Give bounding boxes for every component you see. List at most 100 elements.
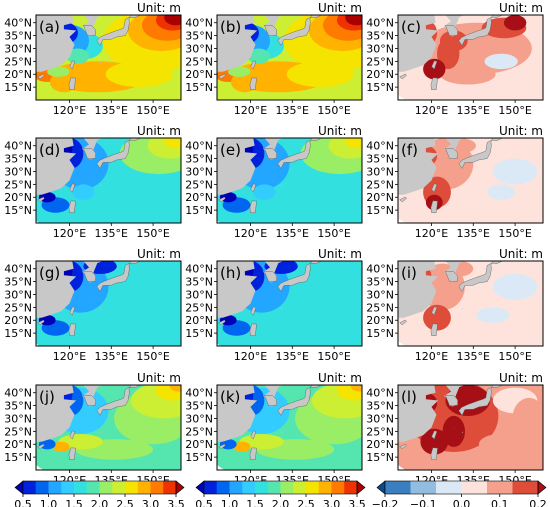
land-island — [453, 426, 455, 428]
land-korea — [264, 25, 277, 36]
x-tick-label: 150°E — [136, 104, 169, 117]
colorbar-bin — [99, 481, 113, 494]
unit-label: Unit: m — [318, 371, 362, 385]
land-island — [462, 184, 464, 187]
colorbar-extend-high — [175, 480, 185, 495]
x-tick-label: 135°E — [276, 350, 309, 363]
y-tick-label: 30°N — [185, 412, 213, 425]
y-tick-label: 20°N — [185, 314, 213, 327]
colorbar-bin — [137, 481, 151, 494]
contour-region — [420, 428, 449, 455]
land-taiwan — [69, 60, 76, 70]
land-korea — [83, 271, 96, 282]
x-tick-label: 120°E — [234, 350, 267, 363]
y-tick-label: 35°N — [185, 276, 213, 289]
unit-label: Unit: m — [318, 1, 362, 15]
land-hainan — [37, 73, 45, 80]
colorbar-tick-label: 2.5 — [116, 498, 134, 507]
field-layer — [36, 138, 181, 223]
y-tick-label: 15°N — [366, 81, 394, 94]
panel-label: (h) — [220, 264, 241, 282]
land-hainan — [37, 319, 45, 326]
y-tick-label: 40°N — [4, 17, 32, 30]
y-tick-label: 30°N — [366, 412, 394, 425]
panel-frame — [216, 137, 363, 224]
land-china — [398, 15, 439, 72]
y-tick-label: 30°N — [4, 165, 32, 178]
y-tick-label: 40°N — [366, 140, 394, 153]
panel-frame — [35, 384, 182, 471]
land-taiwan — [69, 430, 76, 440]
y-tick-label: 20°N — [4, 438, 32, 451]
colorbar-extend-high — [537, 480, 547, 495]
contour-region — [492, 273, 538, 300]
y-tick-label: 15°N — [4, 451, 32, 464]
x-tick-label: 150°E — [317, 227, 350, 240]
land-korea — [264, 395, 277, 406]
unit-label: Unit: m — [137, 371, 181, 385]
land-hainan — [218, 196, 226, 203]
y-tick-label: 40°N — [4, 140, 32, 153]
unit-label: Unit: m — [499, 247, 543, 261]
panel-label: (j) — [39, 388, 55, 406]
map-panel-g: (g) Unit: m 15°N20°N25°N30°N35°N40°N 120°E 1… — [4, 247, 182, 363]
colorbar-tick-label: 0.5 — [14, 498, 32, 507]
colorbar-tick-label: 3.5 — [167, 498, 185, 507]
y-tick-label: 20°N — [185, 68, 213, 81]
y-tick-label: 25°N — [4, 55, 32, 68]
colorbar-bin — [280, 481, 294, 494]
field-layer — [36, 385, 181, 470]
contour-region — [423, 304, 451, 331]
land-island — [100, 184, 102, 187]
land-china — [217, 385, 258, 442]
colorbar-1: 0.5 1.0 1.5 2.0 2.5 3.0 3.5 — [14, 480, 185, 507]
land-island — [100, 61, 102, 64]
colorbar-3: −0.2 −0.1 0.0 0.1 0.2 — [372, 480, 547, 507]
land-taiwan — [431, 430, 438, 440]
land-japan — [458, 15, 503, 46]
land-korea — [445, 271, 458, 282]
land-japan — [96, 385, 141, 416]
x-tick-label: 135°E — [457, 350, 490, 363]
map-panel-c: (c) Unit: m 15°N20°N25°N30°N35°N40°N 120°E 1… — [366, 1, 544, 117]
land-luzon — [430, 323, 438, 336]
land-island — [281, 184, 283, 187]
y-tick-label: 30°N — [185, 42, 213, 55]
y-tick-label: 35°N — [366, 30, 394, 43]
y-tick-label: 15°N — [185, 327, 213, 340]
y-tick-label: 25°N — [4, 301, 32, 314]
land-island — [272, 179, 274, 181]
contour-region — [350, 385, 362, 392]
land-hainan — [218, 73, 226, 80]
y-tick-label: 35°N — [185, 30, 213, 43]
land-luzon — [68, 447, 76, 460]
field-layer — [398, 15, 543, 100]
y-tick-label: 35°N — [366, 276, 394, 289]
colorbar-tick-label: 1.0 — [40, 498, 58, 507]
contour-region — [66, 48, 89, 64]
x-tick-label: 120°E — [53, 350, 86, 363]
panel-label: (f) — [401, 141, 418, 159]
colorbar-bin — [436, 481, 462, 494]
y-tick-label: 20°N — [185, 191, 213, 204]
colorbar-bin — [86, 481, 100, 494]
x-tick-label: 120°E — [53, 104, 86, 117]
y-tick-label: 25°N — [185, 425, 213, 438]
land-luzon — [249, 323, 257, 336]
field-layer — [398, 261, 543, 346]
land-japan — [96, 138, 141, 169]
colorbar-tick-label: 0.2 — [529, 498, 547, 507]
unit-label: Unit: m — [318, 247, 362, 261]
land-island — [100, 307, 102, 310]
y-tick-label: 15°N — [185, 451, 213, 464]
panel-label: (l) — [401, 388, 417, 406]
land-island — [462, 431, 464, 434]
panel-frame — [35, 260, 182, 347]
land-hainan — [399, 443, 407, 450]
colorbar-2: 0.5 1.0 1.5 2.0 2.5 3.0 3.5 — [195, 480, 366, 507]
panel-label: (b) — [220, 18, 241, 36]
x-tick-label: 120°E — [415, 350, 448, 363]
map-panel-a: (a) Unit: m 15°N20°N25°N30°N35°N40°N 120°E 1… — [4, 1, 182, 117]
colorbar-bin — [461, 481, 488, 494]
